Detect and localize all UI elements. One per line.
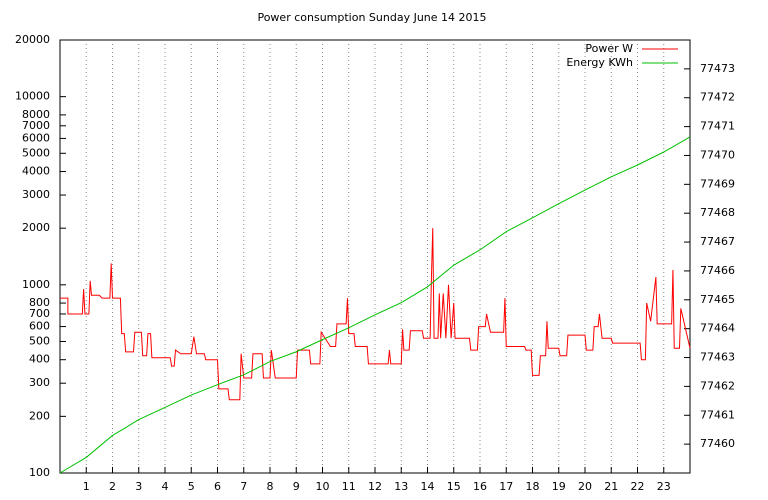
x-tick-label: 3 xyxy=(135,480,142,493)
x-tick-label: 8 xyxy=(267,480,274,493)
y2-tick-label: 77463 xyxy=(700,351,735,364)
y2-tick-label: 77461 xyxy=(700,408,735,421)
y2-tick-label: 77466 xyxy=(700,264,735,277)
series-line xyxy=(59,136,691,474)
x-tick-label: 16 xyxy=(473,480,487,493)
y2-tick-label: 77465 xyxy=(700,293,735,306)
y-tick-label: 20000 xyxy=(15,33,50,46)
x-tick-label: 15 xyxy=(447,480,461,493)
x-tick-label: 7 xyxy=(240,480,247,493)
y-tick-label: 6000 xyxy=(22,131,50,144)
legend-label: Power W xyxy=(585,42,633,55)
x-tick-label: 10 xyxy=(316,480,330,493)
x-tick-label: 11 xyxy=(342,480,356,493)
chart-title: Power consumption Sunday June 14 2015 xyxy=(257,11,486,24)
y2-tick-label: 77471 xyxy=(700,120,735,133)
y-tick-label: 4000 xyxy=(22,165,50,178)
series-line xyxy=(60,228,691,401)
y-tick-label: 2000 xyxy=(22,221,50,234)
y2-tick-label: 77472 xyxy=(700,91,735,104)
y2-tick-label: 77464 xyxy=(700,322,735,335)
x-tick-label: 12 xyxy=(368,480,382,493)
x-tick-label: 14 xyxy=(421,480,435,493)
y-tick-label: 600 xyxy=(29,320,50,333)
x-tick-label: 6 xyxy=(214,480,221,493)
y2-tick-label: 77468 xyxy=(700,206,735,219)
x-tick-label: 9 xyxy=(293,480,300,493)
x-tick-label: 4 xyxy=(162,480,169,493)
y-tick-label: 700 xyxy=(29,307,50,320)
x-tick-label: 22 xyxy=(631,480,645,493)
x-tick-label: 17 xyxy=(499,480,513,493)
y2-tick-label: 77473 xyxy=(700,62,735,75)
y2-tick-label: 77462 xyxy=(700,379,735,392)
x-tick-label: 1 xyxy=(83,480,90,493)
x-tick-label: 18 xyxy=(526,480,540,493)
y2-tick-label: 77460 xyxy=(700,437,735,450)
y2-tick-label: 77467 xyxy=(700,235,735,248)
x-tick-label: 5 xyxy=(188,480,195,493)
y-tick-label: 8000 xyxy=(22,108,50,121)
y-tick-label: 100 xyxy=(29,466,50,479)
y-tick-label: 800 xyxy=(29,296,50,309)
y-tick-label: 200 xyxy=(29,409,50,422)
x-tick-label: 20 xyxy=(578,480,592,493)
x-tick-label: 21 xyxy=(604,480,618,493)
y-tick-label: 3000 xyxy=(22,188,50,201)
x-tick-label: 19 xyxy=(552,480,566,493)
y-tick-label: 10000 xyxy=(15,90,50,103)
legend-label: Energy KWh xyxy=(566,56,633,69)
y-tick-label: 5000 xyxy=(22,146,50,159)
y-tick-label: 300 xyxy=(29,376,50,389)
x-tick-label: 2 xyxy=(109,480,116,493)
x-tick-label: 13 xyxy=(394,480,408,493)
y-tick-label: 7000 xyxy=(22,119,50,132)
x-tick-label: 23 xyxy=(657,480,671,493)
y-tick-label: 400 xyxy=(29,353,50,366)
y-tick-label: 500 xyxy=(29,334,50,347)
y2-tick-label: 77470 xyxy=(700,148,735,161)
y-tick-label: 1000 xyxy=(22,278,50,291)
y2-tick-label: 77469 xyxy=(700,177,735,190)
